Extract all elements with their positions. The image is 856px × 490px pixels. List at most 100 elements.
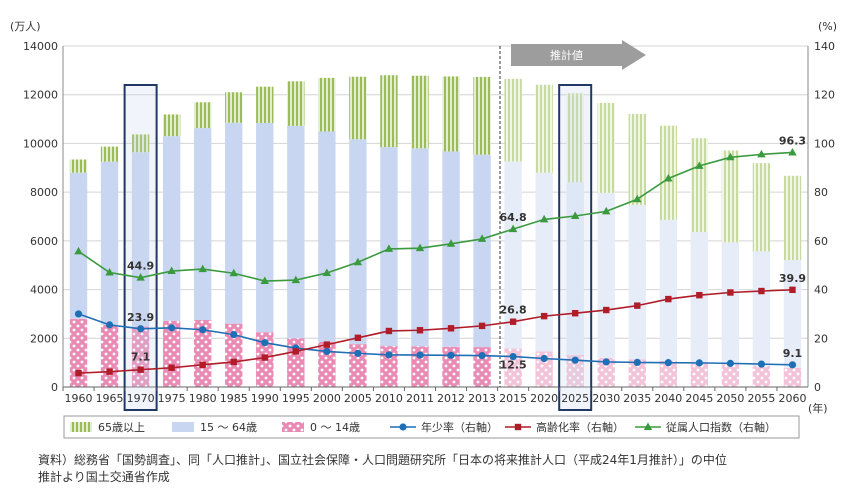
- bar-segment-0-14: [162, 320, 181, 387]
- x-tick-label: 2013: [468, 392, 496, 405]
- series-point: [478, 322, 486, 330]
- series-point: [477, 234, 487, 242]
- series-point: [757, 149, 766, 158]
- legend-marker: [514, 423, 522, 431]
- left-axis-unit: (万人): [10, 20, 41, 33]
- series-point: [758, 287, 765, 295]
- x-tick-label: 2011: [406, 392, 434, 405]
- series-point: [570, 211, 580, 220]
- series-point: [788, 361, 797, 369]
- left-tick-label: 6000: [30, 235, 58, 248]
- series-point: [415, 243, 425, 252]
- left-tick-label: 2000: [30, 332, 58, 345]
- bar-segment-65-plus: [473, 76, 491, 155]
- series-point: [105, 268, 114, 276]
- bar-segment-15-64: [162, 136, 181, 321]
- series-line: [78, 313, 793, 366]
- bar-segment-0-14: [721, 364, 740, 387]
- line-series: [74, 147, 797, 377]
- series-line: [78, 151, 793, 282]
- bar-segment-65-plus: [411, 75, 429, 149]
- bar-segment-15-64: [721, 242, 740, 365]
- data-label: 9.1: [783, 347, 803, 360]
- data-label: 64.8: [500, 211, 527, 224]
- bar-segment-0-14: [473, 347, 491, 387]
- series-point: [168, 364, 175, 371]
- projection-label: 推計値: [550, 48, 583, 62]
- bar-segment-65-plus: [690, 138, 709, 233]
- right-tick-label: 80: [814, 186, 828, 199]
- bar-segment-15-64: [566, 182, 584, 355]
- series-point: [726, 359, 734, 367]
- series-point: [788, 147, 797, 156]
- series-point: [385, 327, 393, 335]
- bar-segment-65-plus: [193, 102, 212, 129]
- series-point: [198, 264, 207, 273]
- bar-segment-0-14: [504, 348, 522, 387]
- stacked-bars: [69, 75, 802, 387]
- highlight-box: [558, 84, 593, 411]
- series-point: [261, 339, 269, 347]
- left-tick-label: 8000: [30, 186, 58, 199]
- bar-segment-65-plus: [100, 146, 119, 162]
- x-tick-label: 1960: [65, 392, 93, 405]
- bar-segment-65-plus: [659, 125, 678, 220]
- series-point: [696, 291, 703, 299]
- right-tick-label: 120: [814, 89, 835, 102]
- legend-marker: [643, 422, 653, 430]
- series-point: [75, 369, 82, 377]
- x-tick-label: 1995: [282, 392, 310, 405]
- bar-segment-65-plus: [287, 81, 305, 126]
- series-point: [354, 334, 362, 341]
- bar-segment-65-plus: [256, 86, 274, 123]
- bar-segment-65-plus: [752, 163, 771, 252]
- bar-segment-0-14: [193, 320, 212, 387]
- series-point: [323, 347, 331, 356]
- x-tick-label: 2050: [716, 392, 744, 405]
- bar-segment-65-plus: [628, 113, 646, 206]
- series-point: [354, 349, 362, 357]
- series-point: [509, 318, 517, 325]
- bar-segment-0-14: [597, 357, 615, 387]
- series-point: [416, 327, 424, 334]
- bar-segment-15-64: [442, 151, 460, 347]
- bar-segment-15-64: [100, 161, 119, 325]
- series-point: [137, 366, 144, 373]
- bar-segment-65-plus: [535, 84, 553, 173]
- series-point: [416, 351, 424, 359]
- series-point: [168, 324, 176, 332]
- bar-segment-0-14: [783, 367, 802, 387]
- x-tick-label: 2012: [437, 392, 465, 405]
- legend-frame: [63, 415, 800, 439]
- series-point: [261, 354, 268, 361]
- series-line: [78, 289, 793, 374]
- bar-segment-65-plus: [380, 75, 398, 148]
- series-point: [136, 273, 145, 281]
- bar-segment-0-14: [535, 351, 553, 387]
- x-tick-label: 2035: [623, 392, 651, 405]
- series-point: [726, 152, 735, 161]
- series-point: [199, 361, 206, 369]
- bar-segment-65-plus: [162, 114, 181, 137]
- x-tick-label: 1975: [158, 392, 186, 405]
- legend-label: 65歳以上: [98, 421, 145, 434]
- right-tick-label: 100: [814, 137, 835, 150]
- data-label: 7.1: [131, 351, 151, 364]
- series-point: [323, 341, 331, 348]
- bar-segment-0-14: [131, 326, 150, 387]
- source-line-2: 推計より国土交通省作成: [38, 470, 170, 484]
- x-tick-label: 2030: [592, 392, 620, 405]
- series-point: [74, 246, 83, 255]
- series-point: [633, 194, 642, 203]
- bar-segment-65-plus: [783, 175, 802, 261]
- data-label: 12.5: [500, 359, 527, 372]
- right-tick-label: 60: [814, 235, 828, 248]
- left-tick-label: 12000: [23, 89, 58, 102]
- series-point: [508, 224, 518, 233]
- source-line-1: 資料）総務省「国勢調査」、同「人口推計」、国立社会保障・人口問題研究所「日本の将…: [38, 453, 727, 467]
- series-point: [447, 351, 455, 359]
- bar-segment-0-14: [566, 354, 584, 387]
- bar-segment-15-64: [131, 152, 150, 327]
- bar-segment-15-64: [504, 161, 522, 349]
- bar-segment-15-64: [318, 131, 336, 342]
